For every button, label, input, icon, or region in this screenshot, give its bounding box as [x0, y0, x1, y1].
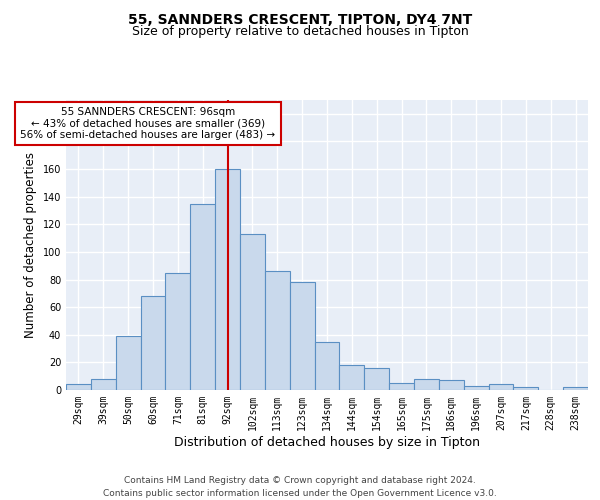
- Bar: [364, 368, 389, 390]
- Text: Size of property relative to detached houses in Tipton: Size of property relative to detached ho…: [131, 25, 469, 38]
- Text: 55, SANNDERS CRESCENT, TIPTON, DY4 7NT: 55, SANNDERS CRESCENT, TIPTON, DY4 7NT: [128, 12, 472, 26]
- Bar: [265, 271, 290, 390]
- Bar: [514, 387, 538, 390]
- Text: 55 SANNDERS CRESCENT: 96sqm
← 43% of detached houses are smaller (369)
56% of se: 55 SANNDERS CRESCENT: 96sqm ← 43% of det…: [20, 107, 275, 140]
- Bar: [66, 384, 91, 390]
- Bar: [91, 379, 116, 390]
- Bar: [340, 365, 364, 390]
- Bar: [215, 169, 240, 390]
- Bar: [190, 204, 215, 390]
- Y-axis label: Number of detached properties: Number of detached properties: [24, 152, 37, 338]
- Bar: [116, 336, 140, 390]
- Bar: [389, 383, 414, 390]
- Bar: [166, 272, 190, 390]
- Text: Contains HM Land Registry data © Crown copyright and database right 2024.
Contai: Contains HM Land Registry data © Crown c…: [103, 476, 497, 498]
- Bar: [414, 379, 439, 390]
- Bar: [140, 296, 166, 390]
- Bar: [290, 282, 314, 390]
- Bar: [314, 342, 340, 390]
- Bar: [464, 386, 488, 390]
- Bar: [563, 387, 588, 390]
- Bar: [488, 384, 514, 390]
- Bar: [240, 234, 265, 390]
- X-axis label: Distribution of detached houses by size in Tipton: Distribution of detached houses by size …: [174, 436, 480, 448]
- Bar: [439, 380, 464, 390]
